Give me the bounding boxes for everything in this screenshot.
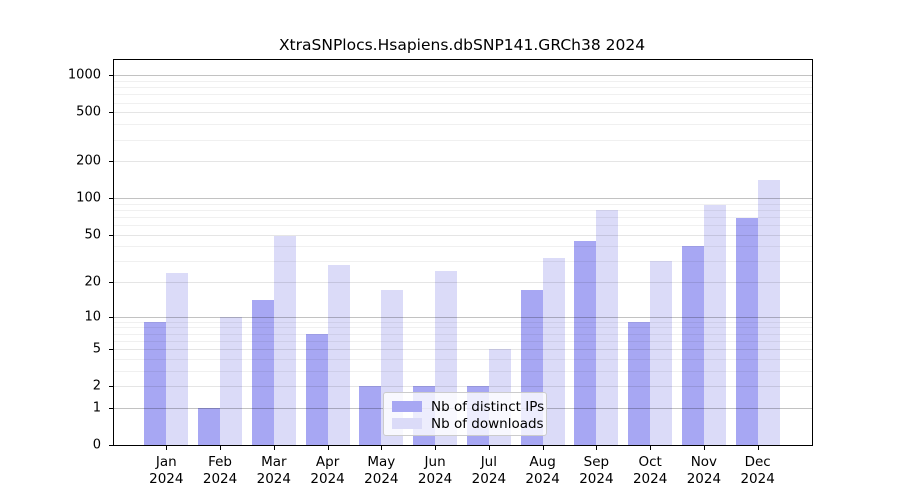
bar-distinct-ips xyxy=(574,241,597,445)
y-tick-mark xyxy=(109,75,113,77)
bars-layer xyxy=(114,60,812,445)
bar-downloads xyxy=(273,235,296,445)
y-tick-mark xyxy=(109,161,113,163)
bar-downloads xyxy=(703,205,726,445)
x-tick-label: Sep 2024 xyxy=(579,454,614,487)
y-tick-mark xyxy=(109,349,113,351)
bar-distinct-ips xyxy=(735,217,758,445)
y-tick-label: 20 xyxy=(84,274,101,290)
x-tick-label: Apr 2024 xyxy=(310,454,345,487)
x-tick-mark xyxy=(542,446,544,450)
legend-entry-downloads: Nb of downloads xyxy=(392,415,544,432)
y-tick-mark xyxy=(109,386,113,388)
x-tick-mark xyxy=(327,446,329,450)
bar-distinct-ips xyxy=(359,386,382,445)
bar-downloads xyxy=(757,180,780,445)
x-tick-label: Feb 2024 xyxy=(202,454,238,487)
bar-downloads xyxy=(327,264,350,445)
y-tick-mark xyxy=(109,316,113,318)
x-tick-mark xyxy=(703,446,705,450)
x-tick-mark xyxy=(381,446,383,450)
x-tick-mark xyxy=(435,446,437,450)
bar-downloads xyxy=(596,209,619,445)
bar-downloads xyxy=(220,316,243,445)
y-tick-label: 50 xyxy=(84,227,101,243)
y-tick-mark xyxy=(109,234,113,236)
y-tick-label: 5 xyxy=(92,341,101,357)
y-tick-label: 1000 xyxy=(67,67,101,83)
y-tick-label: 500 xyxy=(76,104,101,120)
y-tick-mark xyxy=(109,445,113,446)
y-tick-label: 200 xyxy=(76,153,101,169)
bar-distinct-ips xyxy=(198,407,221,445)
x-tick-label: Nov 2024 xyxy=(686,454,722,487)
x-tick-mark xyxy=(488,446,490,450)
x-tick-label: May 2024 xyxy=(364,454,399,487)
x-tick-label: Jun 2024 xyxy=(417,454,453,487)
x-tick-label: Jan 2024 xyxy=(149,454,184,487)
bar-downloads xyxy=(542,257,565,445)
bar-distinct-ips xyxy=(305,333,328,445)
y-tick-label: 2 xyxy=(92,378,101,394)
y-tick-label: 10 xyxy=(84,309,101,325)
y-tick-mark xyxy=(109,112,113,114)
legend-entry-distinct-ips: Nb of distinct IPs xyxy=(392,398,544,415)
y-tick-label: 0 xyxy=(92,437,101,453)
y-tick-mark xyxy=(109,282,113,284)
x-tick-mark xyxy=(757,446,759,450)
bar-distinct-ips xyxy=(681,246,704,445)
legend-label-distinct-ips: Nb of distinct IPs xyxy=(431,398,545,415)
x-tick-label: Jul 2024 xyxy=(471,454,507,487)
x-tick-mark xyxy=(166,446,168,450)
bar-distinct-ips xyxy=(251,300,274,445)
x-tick-label: Mar 2024 xyxy=(256,454,291,487)
x-tick-mark xyxy=(220,446,222,450)
x-tick-mark xyxy=(273,446,275,450)
bar-downloads xyxy=(166,272,189,445)
plot-area xyxy=(113,59,813,446)
legend-label-downloads: Nb of downloads xyxy=(431,415,544,432)
y-tick-mark xyxy=(109,407,113,409)
legend-swatch-downloads xyxy=(392,418,422,429)
x-tick-label: Aug 2024 xyxy=(525,454,560,487)
y-tick-label: 1 xyxy=(92,400,101,416)
y-tick-mark xyxy=(109,198,113,199)
bar-distinct-ips xyxy=(628,321,651,445)
legend-swatch-distinct-ips xyxy=(392,401,422,412)
x-tick-label: Dec 2024 xyxy=(740,454,775,487)
x-tick-mark xyxy=(596,446,598,450)
bar-distinct-ips xyxy=(144,321,167,445)
chart-title: XtraSNPlocs.Hsapiens.dbSNP141.GRCh38 202… xyxy=(278,36,646,54)
y-tick-label: 100 xyxy=(76,190,101,206)
bar-downloads xyxy=(650,261,673,445)
legend: Nb of distinct IPs Nb of downloads xyxy=(383,392,547,436)
x-tick-mark xyxy=(650,446,652,450)
x-tick-label: Oct 2024 xyxy=(632,454,668,487)
